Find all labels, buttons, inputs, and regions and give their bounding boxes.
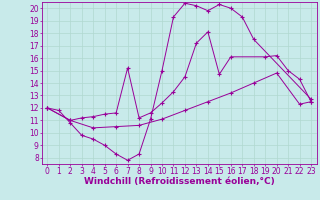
X-axis label: Windchill (Refroidissement éolien,°C): Windchill (Refroidissement éolien,°C) — [84, 177, 275, 186]
